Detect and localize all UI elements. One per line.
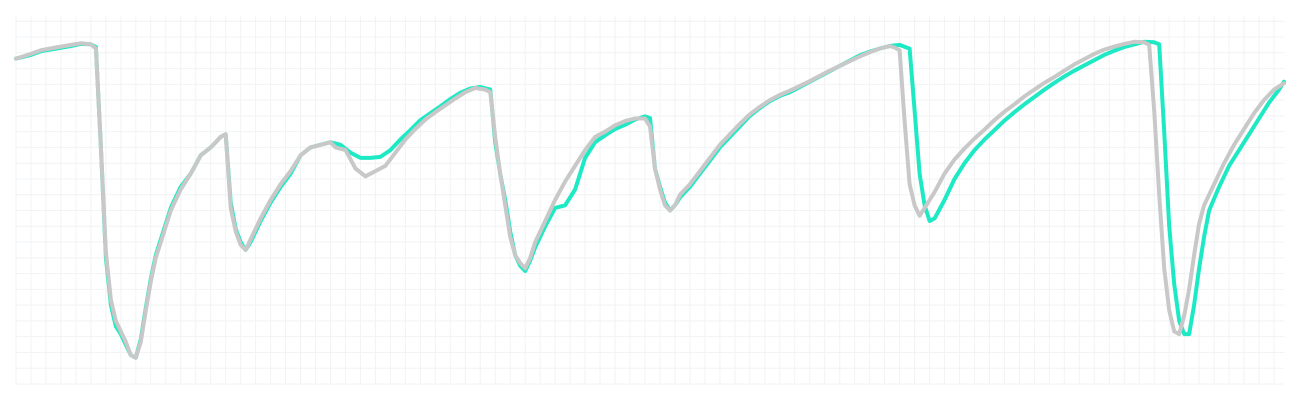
series-line-2 (14, 39, 1286, 360)
chart-grid (15, 16, 1284, 385)
chart-series (14, 39, 1286, 360)
